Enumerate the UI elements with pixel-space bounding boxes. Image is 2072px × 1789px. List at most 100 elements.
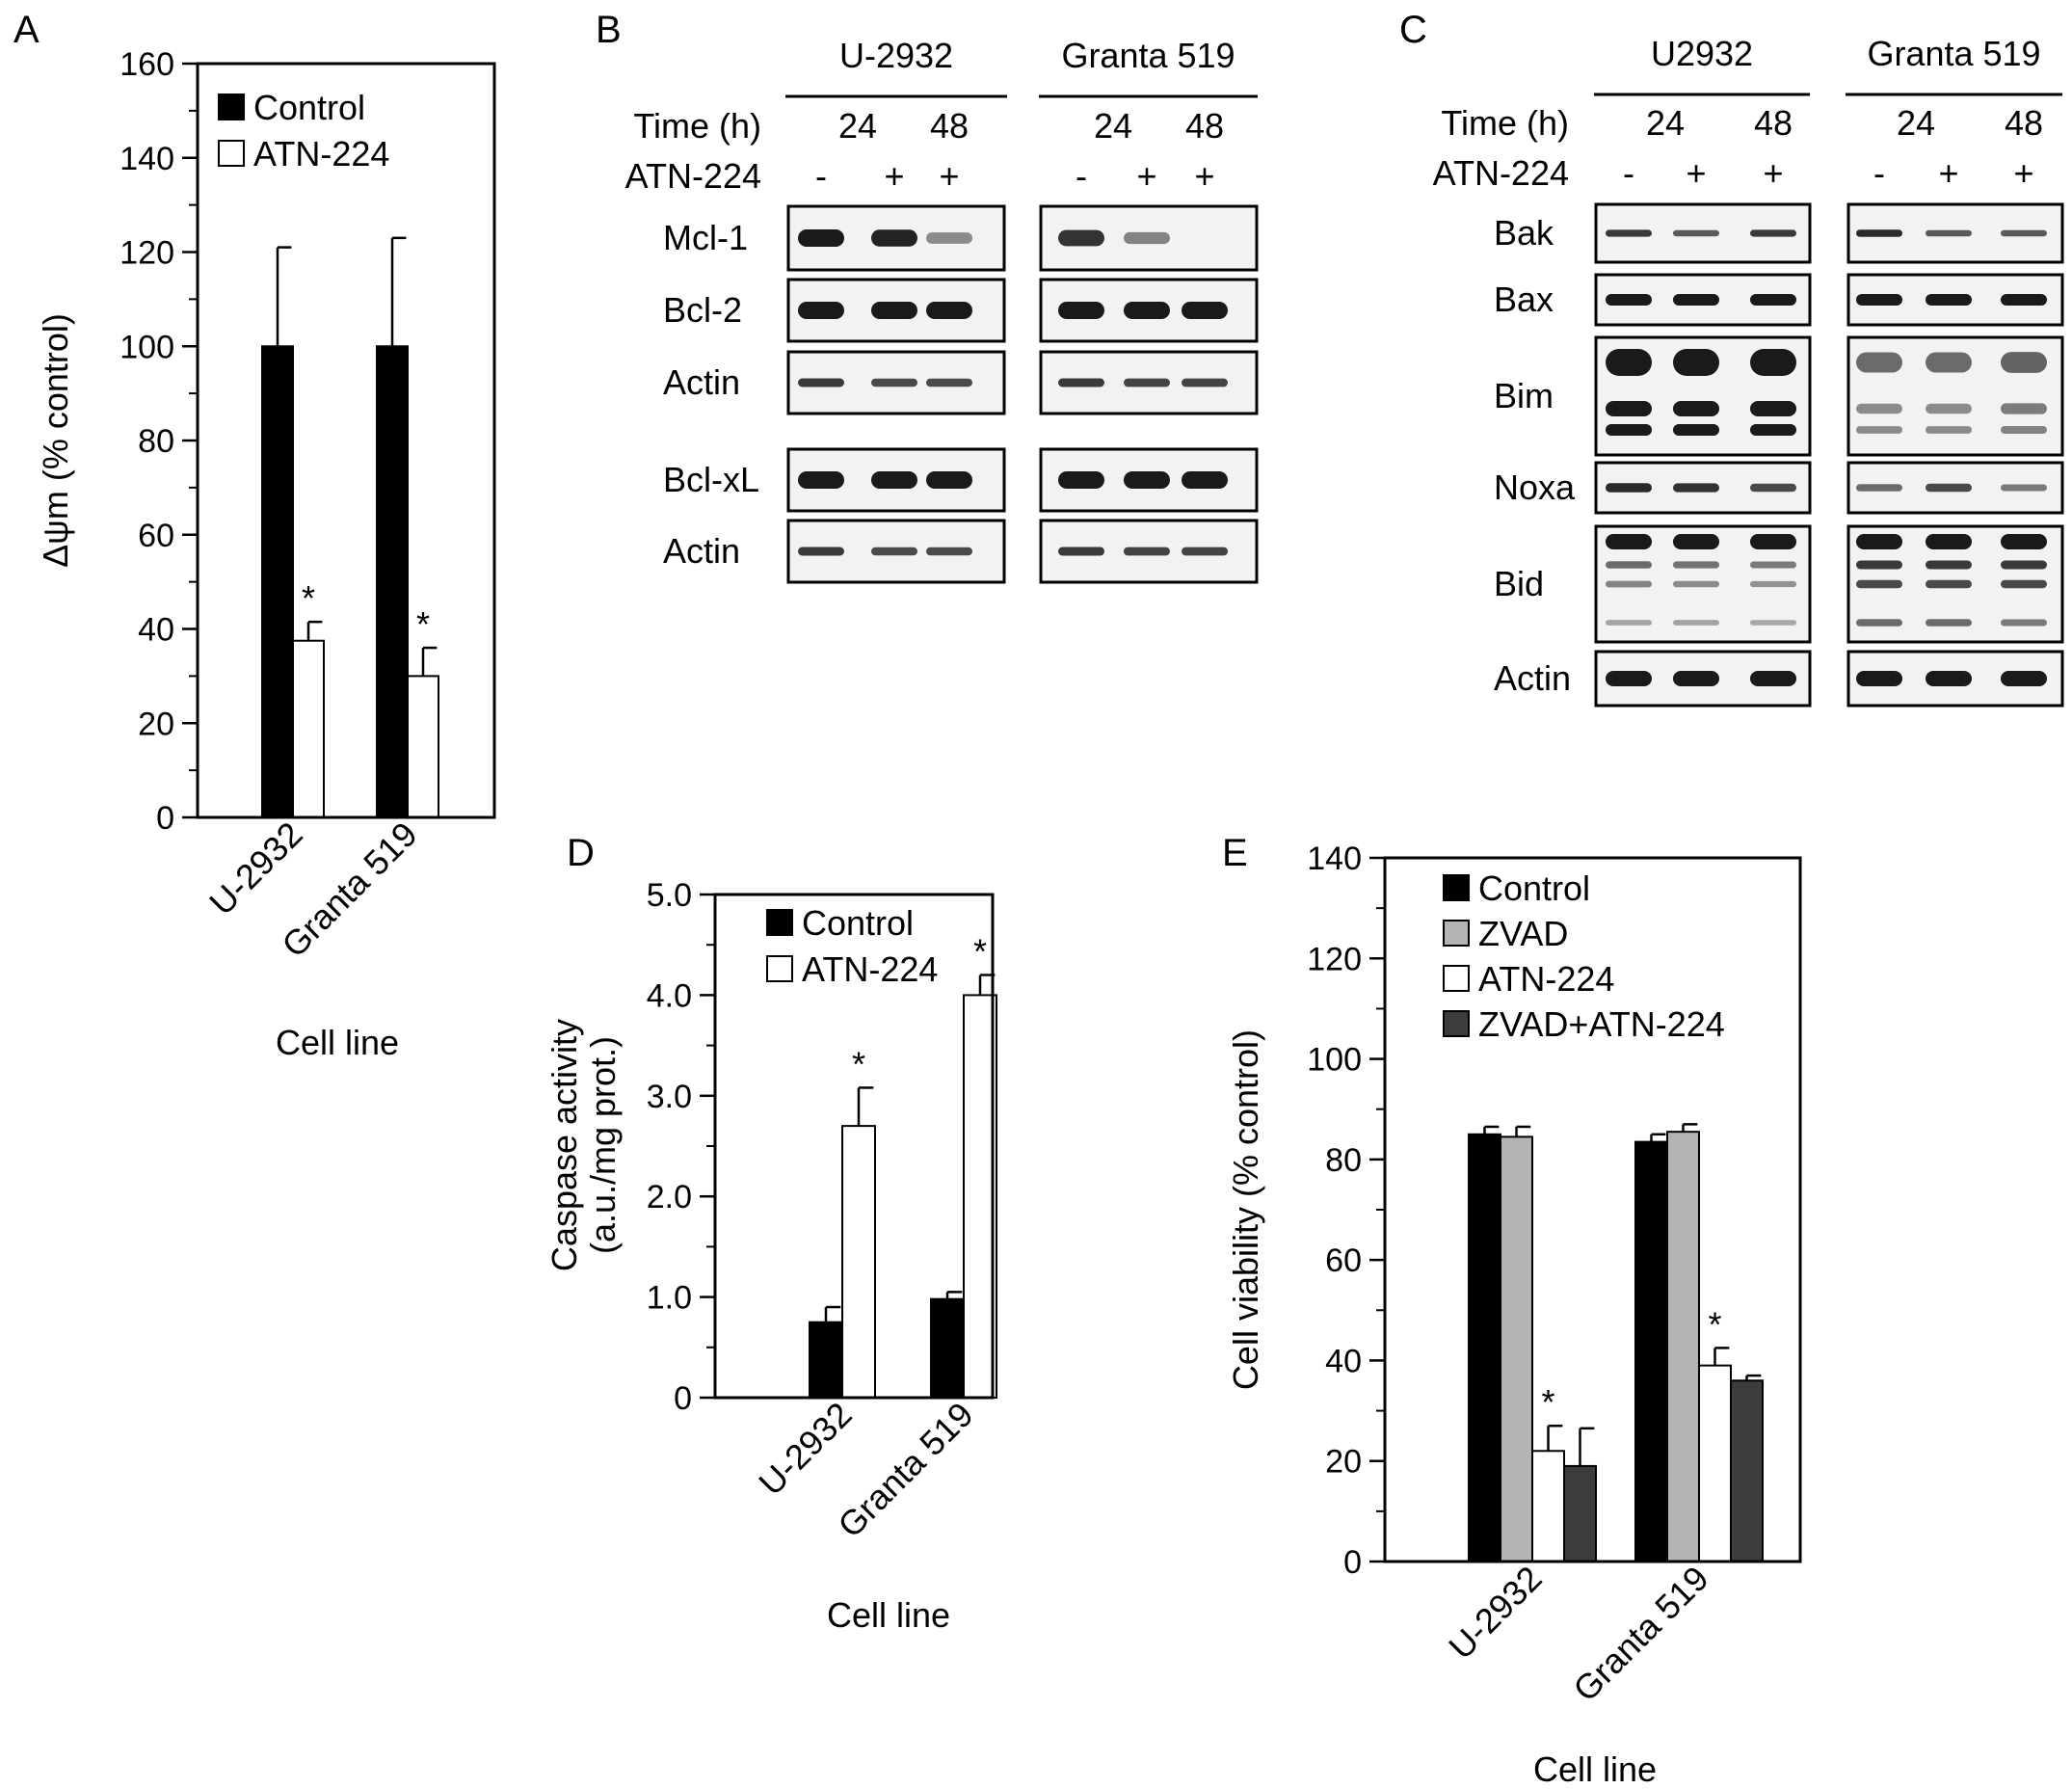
band [798, 378, 844, 387]
x-axis-title: Cell line [827, 1595, 950, 1635]
band [798, 471, 844, 489]
band [871, 471, 917, 489]
band [1673, 534, 1719, 549]
band [2001, 403, 2047, 414]
plot-frame [713, 893, 995, 1400]
protein-label: Bcl-xL [663, 460, 759, 499]
band [1926, 403, 1972, 414]
time-value: 48 [930, 106, 969, 146]
y-tick-label: 80 [138, 423, 174, 460]
treatment-sign: + [1686, 153, 1706, 193]
band [798, 302, 844, 319]
legend-label: ATN-224 [802, 949, 938, 989]
legend-swatch [218, 140, 245, 167]
legend-swatch [1443, 965, 1470, 992]
band [1856, 534, 1902, 549]
band [1182, 302, 1228, 319]
band [1926, 294, 1972, 306]
bar-atn-224 [1531, 1450, 1565, 1563]
time-value: 24 [838, 106, 877, 146]
bar-zvad [1500, 1135, 1533, 1562]
legend-swatch [1443, 874, 1470, 901]
y-tick-label: 0 [156, 800, 174, 837]
legend-label: ATN-224 [1478, 959, 1614, 999]
protein-label: Noxa [1494, 467, 1576, 507]
band [1673, 229, 1719, 237]
band [1606, 424, 1652, 436]
band [1750, 534, 1796, 549]
band [1926, 671, 1972, 686]
band [1856, 352, 1902, 373]
treatment-sign: + [939, 156, 959, 196]
treatment-sign: + [884, 156, 904, 196]
band [1750, 349, 1796, 376]
panel-letter-e: E [1222, 832, 1248, 874]
bar-control [1468, 1133, 1501, 1563]
panel-b-blot: U-2932 Granta 519 Time (h) 24 48 24 48 ATN-224 -… [625, 36, 1259, 584]
band [871, 302, 917, 319]
band [2001, 484, 2047, 492]
protein-label: Actin [663, 362, 740, 402]
legend-label: Control [253, 88, 365, 127]
band [1606, 401, 1652, 416]
plot-frame [1383, 856, 1802, 1563]
band [1673, 401, 1719, 416]
panel-letter-c: C [1399, 9, 1427, 51]
y-tick-label: 80 [1325, 1142, 1362, 1179]
significance-marker: * [973, 932, 987, 972]
band [1926, 426, 1972, 434]
band [1606, 671, 1652, 686]
bar-atn-224 [841, 1125, 876, 1399]
band [1673, 424, 1719, 436]
legend-label: ZVAD [1478, 914, 1568, 953]
y-tick-label: 0 [674, 1380, 692, 1417]
legend-swatch [1443, 920, 1470, 947]
band [1856, 403, 1902, 414]
band [1124, 302, 1170, 319]
band [1856, 426, 1902, 434]
band [1856, 671, 1902, 686]
y-tick-label: 120 [120, 235, 174, 272]
band [1124, 471, 1170, 489]
treatment-sign: + [1938, 153, 1958, 193]
band [1750, 561, 1796, 569]
band [1058, 471, 1104, 489]
band [871, 547, 917, 556]
band [1926, 619, 1972, 627]
time-label: Time (h) [633, 106, 761, 146]
band [798, 547, 844, 556]
significance-marker: * [416, 604, 430, 644]
band [1058, 302, 1104, 319]
bar-atn-224 [1698, 1364, 1732, 1562]
time-value: 48 [1754, 103, 1793, 143]
treatment-label: ATN-224 [625, 156, 761, 196]
significance-marker: * [302, 578, 315, 618]
band [1926, 560, 1972, 570]
treatment-label: ATN-224 [1433, 153, 1569, 193]
bar-control [376, 345, 409, 818]
treatment-sign: + [1763, 153, 1783, 193]
y-tick-label: 1.0 [647, 1280, 692, 1317]
band [2001, 579, 2047, 589]
band [1750, 620, 1796, 626]
legend-label: Control [1478, 868, 1590, 908]
band [2001, 534, 2047, 549]
protein-label: Bax [1494, 280, 1554, 319]
treatment-sign: + [2013, 153, 2033, 193]
bar-atn-224 [292, 639, 325, 818]
band [2001, 425, 2047, 435]
legend-swatch [766, 955, 793, 982]
y-tick-label: 4.0 [647, 977, 692, 1014]
band [2001, 352, 2047, 373]
band [1606, 620, 1652, 626]
band [1606, 349, 1652, 376]
legend-label: ZVAD+ATN-224 [1478, 1004, 1725, 1044]
band [1750, 671, 1796, 686]
protein-label: Actin [663, 531, 740, 571]
band [2001, 560, 2047, 570]
y-tick-label: 100 [1307, 1042, 1362, 1079]
band [1124, 547, 1170, 556]
band [1856, 294, 1902, 306]
